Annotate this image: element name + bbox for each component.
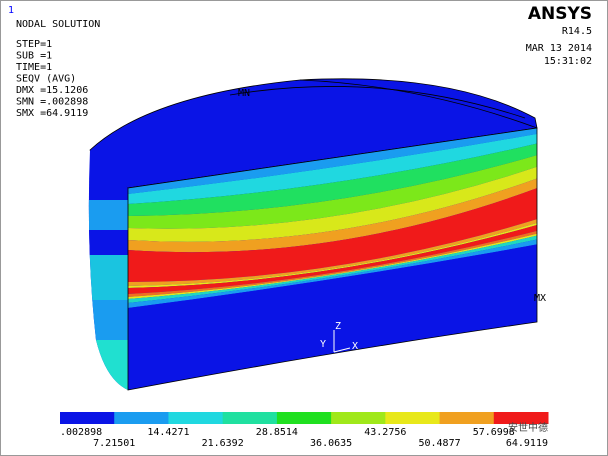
status-line: SEQV (AVG): [16, 74, 76, 85]
axis-y: Y: [320, 339, 326, 350]
contour-band: [128, 166, 537, 242]
legend-label: .002898: [60, 427, 102, 438]
legend-label: 64.9119: [506, 438, 548, 449]
legend-label: 28.8514: [256, 427, 298, 438]
status-line: TIME=1: [16, 62, 52, 73]
watermark: 安世中德: [508, 421, 548, 434]
contour-band: [128, 188, 537, 283]
status-line: DMX =15.1206: [16, 85, 88, 96]
legend-label: 14.4271: [147, 427, 189, 438]
edge: [229, 86, 526, 119]
legend-label: 50.4877: [418, 438, 460, 449]
legend-label: 43.2756: [364, 427, 406, 438]
legend-label: 57.6998: [473, 427, 515, 438]
edge: [299, 79, 538, 129]
window-number: 1: [8, 5, 14, 16]
max-marker: MX: [534, 293, 546, 304]
contour-band: [128, 143, 537, 216]
legend-swatch: [331, 412, 386, 424]
date: MAR 13 2014: [526, 43, 592, 54]
legend-swatch: [493, 412, 549, 424]
contour-band: [128, 178, 537, 253]
status-line: STEP=1: [16, 39, 52, 50]
min-marker: MN: [238, 88, 250, 99]
contour-band: [128, 235, 537, 303]
legend-swatch: [114, 412, 169, 424]
legend-label: 7.21501: [93, 438, 135, 449]
legend-swatch: [168, 412, 224, 424]
title: NODAL SOLUTION: [16, 19, 100, 30]
legend-swatch: [222, 412, 278, 424]
axis-z: Z: [335, 321, 341, 332]
legend-label: 21.6392: [202, 438, 244, 449]
contour-band: [128, 155, 537, 229]
version: R14.5: [562, 26, 592, 37]
status-line: SMX =64.9119: [16, 108, 88, 119]
triad: Z Y X: [320, 321, 358, 353]
legend-swatch: [60, 412, 115, 424]
axis-x: X: [352, 341, 358, 352]
legend-swatch: [385, 412, 441, 424]
legend-swatch: [276, 412, 332, 424]
contour-band: [128, 239, 537, 308]
legend-label: 36.0635: [310, 438, 352, 449]
contour-band: [128, 133, 537, 204]
face-edge: [127, 127, 538, 391]
contour-band: [128, 128, 537, 194]
brand: ANSYS: [528, 4, 592, 24]
legend-swatch: [439, 412, 495, 424]
time: 15:31:02: [544, 56, 592, 67]
status-line: SUB =1: [16, 51, 52, 62]
status-line: SMN =.002898: [16, 97, 88, 108]
contour-band: [128, 225, 537, 294]
